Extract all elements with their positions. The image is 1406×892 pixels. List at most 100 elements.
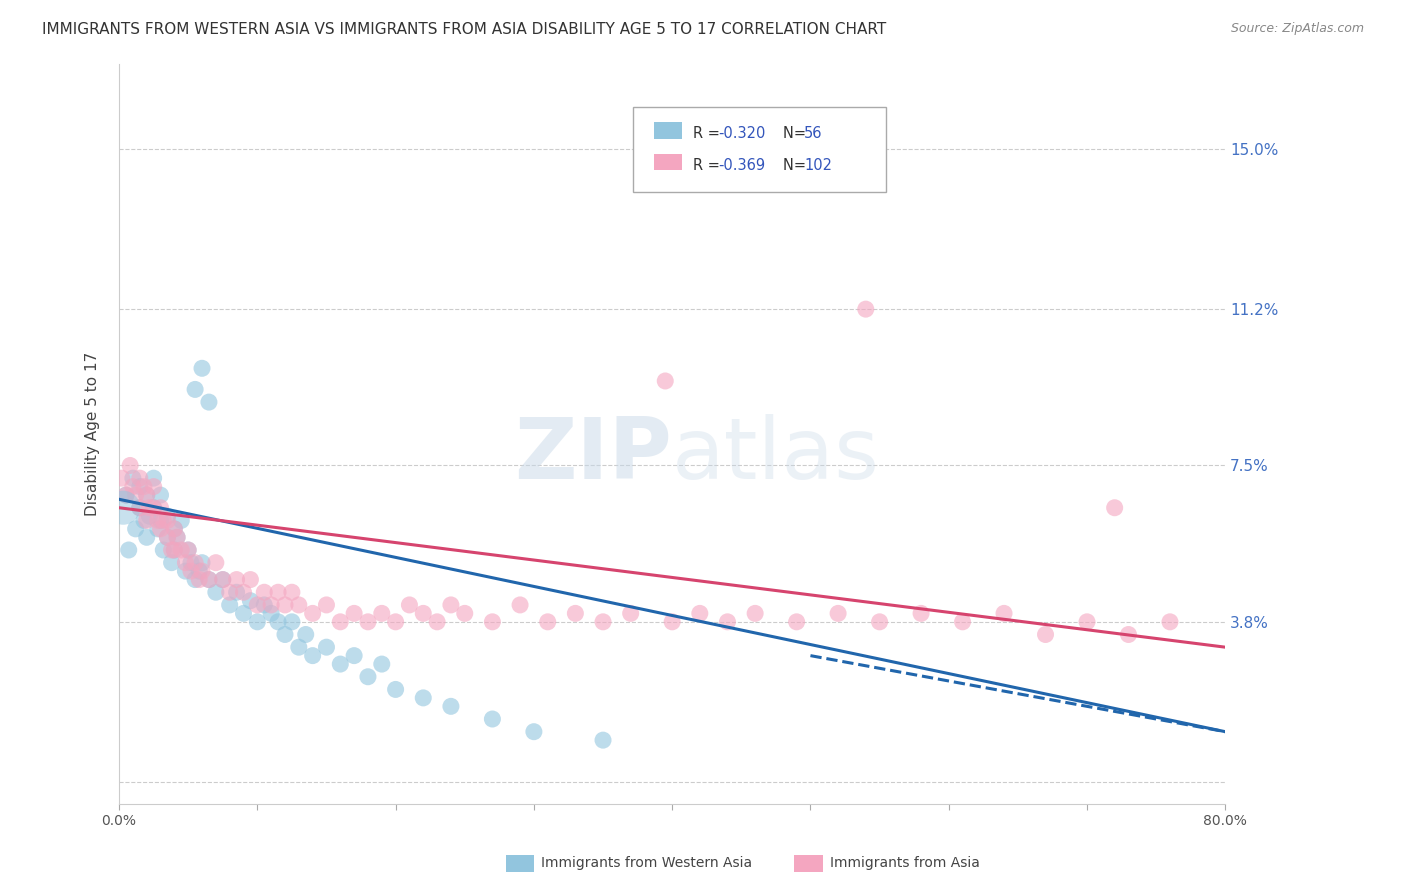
Point <box>592 615 614 629</box>
Text: R =: R = <box>693 127 724 141</box>
Text: Immigrants from Western Asia: Immigrants from Western Asia <box>541 856 752 871</box>
Point <box>315 640 337 655</box>
Point <box>398 598 420 612</box>
Point <box>274 598 297 612</box>
Point <box>118 543 141 558</box>
Point <box>160 543 183 558</box>
Point <box>329 615 352 629</box>
Point <box>225 585 247 599</box>
Point <box>135 488 157 502</box>
Point <box>301 648 323 663</box>
Point <box>156 509 179 524</box>
Point <box>661 615 683 629</box>
Point <box>191 556 214 570</box>
Point <box>152 543 174 558</box>
Text: 102: 102 <box>804 158 832 172</box>
Point <box>132 513 155 527</box>
Point <box>124 522 146 536</box>
Point <box>288 640 311 655</box>
Point <box>253 598 276 612</box>
Y-axis label: Disability Age 5 to 17: Disability Age 5 to 17 <box>86 351 100 516</box>
Point <box>509 598 531 612</box>
Point <box>152 513 174 527</box>
Point <box>232 585 254 599</box>
Point <box>952 615 974 629</box>
Point <box>239 573 262 587</box>
Point <box>180 556 202 570</box>
Text: atlas: atlas <box>672 415 880 498</box>
Point <box>135 488 157 502</box>
Point <box>454 607 477 621</box>
Text: N=: N= <box>783 127 811 141</box>
Point <box>440 598 463 612</box>
Point <box>288 598 311 612</box>
Point <box>142 471 165 485</box>
Point <box>135 530 157 544</box>
Point <box>191 361 214 376</box>
Point <box>1076 615 1098 629</box>
Point <box>537 615 560 629</box>
Point <box>281 585 304 599</box>
Point <box>132 480 155 494</box>
Point <box>1035 627 1057 641</box>
Point <box>412 690 434 705</box>
Point <box>124 488 146 502</box>
Point <box>135 513 157 527</box>
Point <box>744 607 766 621</box>
Point <box>564 607 586 621</box>
Point <box>128 500 150 515</box>
Point <box>198 573 221 587</box>
Point <box>205 556 228 570</box>
Point <box>855 302 877 317</box>
Point <box>177 543 200 558</box>
Point <box>128 471 150 485</box>
Text: 56: 56 <box>804 127 823 141</box>
Point <box>910 607 932 621</box>
Point <box>177 543 200 558</box>
Point <box>716 615 738 629</box>
Point <box>174 556 197 570</box>
Point <box>211 573 233 587</box>
Text: N=: N= <box>783 158 811 172</box>
Point <box>384 615 406 629</box>
Point <box>592 733 614 747</box>
Point <box>523 724 546 739</box>
Point <box>149 522 172 536</box>
Point <box>993 607 1015 621</box>
Text: -0.369: -0.369 <box>718 158 766 172</box>
Point <box>246 615 269 629</box>
Point <box>239 593 262 607</box>
Point <box>115 488 138 502</box>
Point <box>149 500 172 515</box>
Point <box>111 471 134 485</box>
Point <box>343 607 366 621</box>
Point <box>329 657 352 671</box>
Text: Source: ZipAtlas.com: Source: ZipAtlas.com <box>1230 22 1364 36</box>
Point <box>160 556 183 570</box>
Point <box>163 543 186 558</box>
Point <box>218 598 240 612</box>
Point <box>146 513 169 527</box>
Point <box>246 598 269 612</box>
Point <box>149 513 172 527</box>
Point <box>184 556 207 570</box>
Point <box>122 480 145 494</box>
Text: ZIP: ZIP <box>515 415 672 498</box>
Point <box>120 458 142 473</box>
Point <box>654 374 676 388</box>
Point <box>218 585 240 599</box>
Point <box>301 607 323 621</box>
Point <box>142 500 165 515</box>
Point <box>440 699 463 714</box>
Point <box>156 530 179 544</box>
Point <box>138 500 160 515</box>
Point <box>1104 500 1126 515</box>
Point <box>260 598 283 612</box>
Point <box>142 480 165 494</box>
Point <box>211 573 233 587</box>
Point <box>166 530 188 544</box>
Point <box>205 585 228 599</box>
Point <box>112 500 135 515</box>
Point <box>174 564 197 578</box>
Point <box>163 522 186 536</box>
